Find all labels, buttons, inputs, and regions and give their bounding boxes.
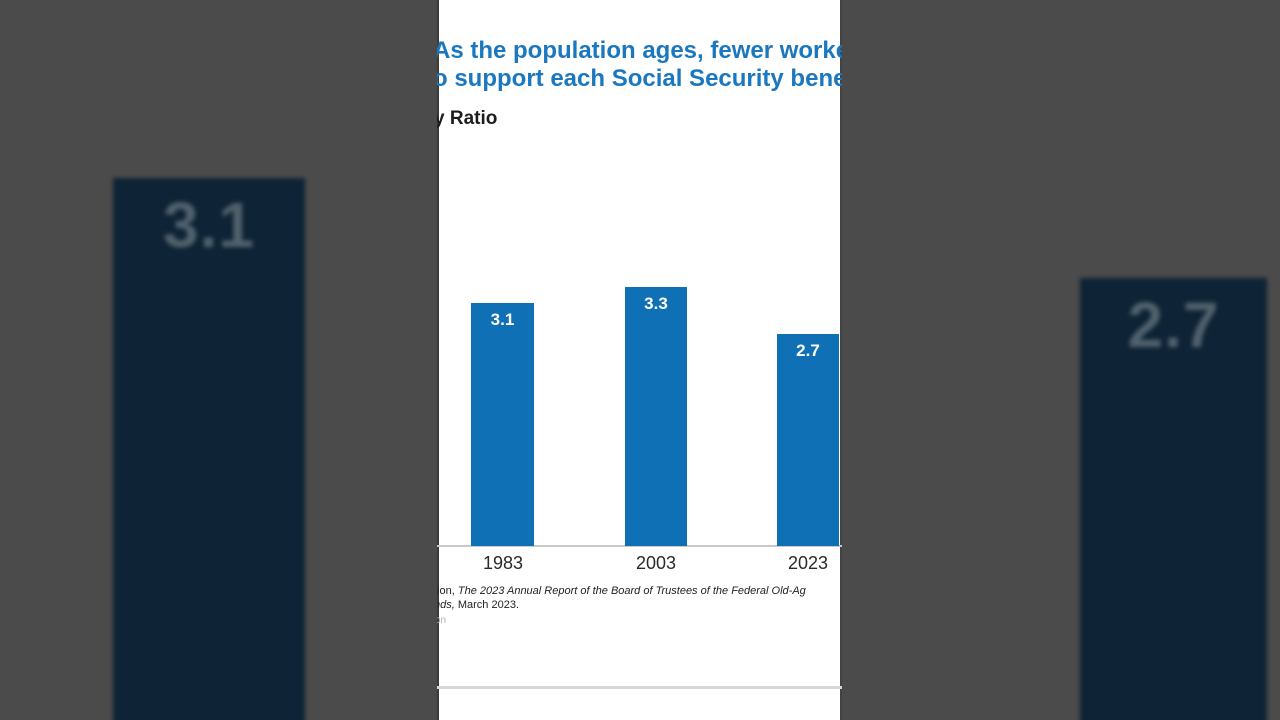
bar-value-label: 2.7	[796, 341, 820, 360]
source-note: tion, The 2023 Annual Report of the Boar…	[437, 584, 806, 612]
bar-2023: 2.7	[777, 334, 839, 546]
chart-title-line-2: o support each Social Security beneficia	[437, 65, 842, 92]
source-line-2: nds, March 2023.	[437, 599, 519, 611]
x-tick-label-2023: 2023	[787, 553, 829, 573]
ghost-bar-value: 2.7	[1127, 289, 1220, 361]
source-text: tion,	[437, 585, 455, 597]
x-tick-label-2003: 2003	[635, 553, 677, 573]
x-tick-label-1983: 1983	[482, 553, 524, 573]
chart-card: As the population ages, fewer workers wi…	[437, 0, 842, 720]
background-left-panel: 3.1	[0, 0, 437, 720]
watermark-fragment: on	[437, 615, 447, 626]
background-right-panel: 2.7	[842, 0, 1280, 720]
ghost-bar-2023: 2.7	[1080, 278, 1267, 720]
bar-value-label: 3.3	[644, 293, 668, 313]
ghost-bar-value: 3.1	[163, 189, 255, 261]
source-citation-italic: nds,	[437, 599, 455, 611]
card-left-edge	[437, 0, 439, 720]
ghost-bar-1983: 3.1	[113, 178, 305, 720]
source-citation-italic: The 2023 Annual Report of the Board of T…	[457, 585, 806, 597]
chart-title-line-1: As the population ages, fewer workers wi	[437, 37, 842, 64]
card-right-edge	[840, 0, 842, 720]
bar-1983: 3.1	[471, 302, 534, 546]
bottom-divider-line	[437, 686, 842, 689]
bar-2003: 3.3	[625, 286, 687, 546]
bar-value-label: 3.1	[490, 309, 515, 329]
chart-subtitle: y Ratio	[437, 108, 498, 129]
source-text: March 2023.	[454, 599, 519, 611]
x-axis-line	[437, 545, 842, 547]
source-line-1: tion, The 2023 Annual Report of the Boar…	[437, 585, 806, 597]
